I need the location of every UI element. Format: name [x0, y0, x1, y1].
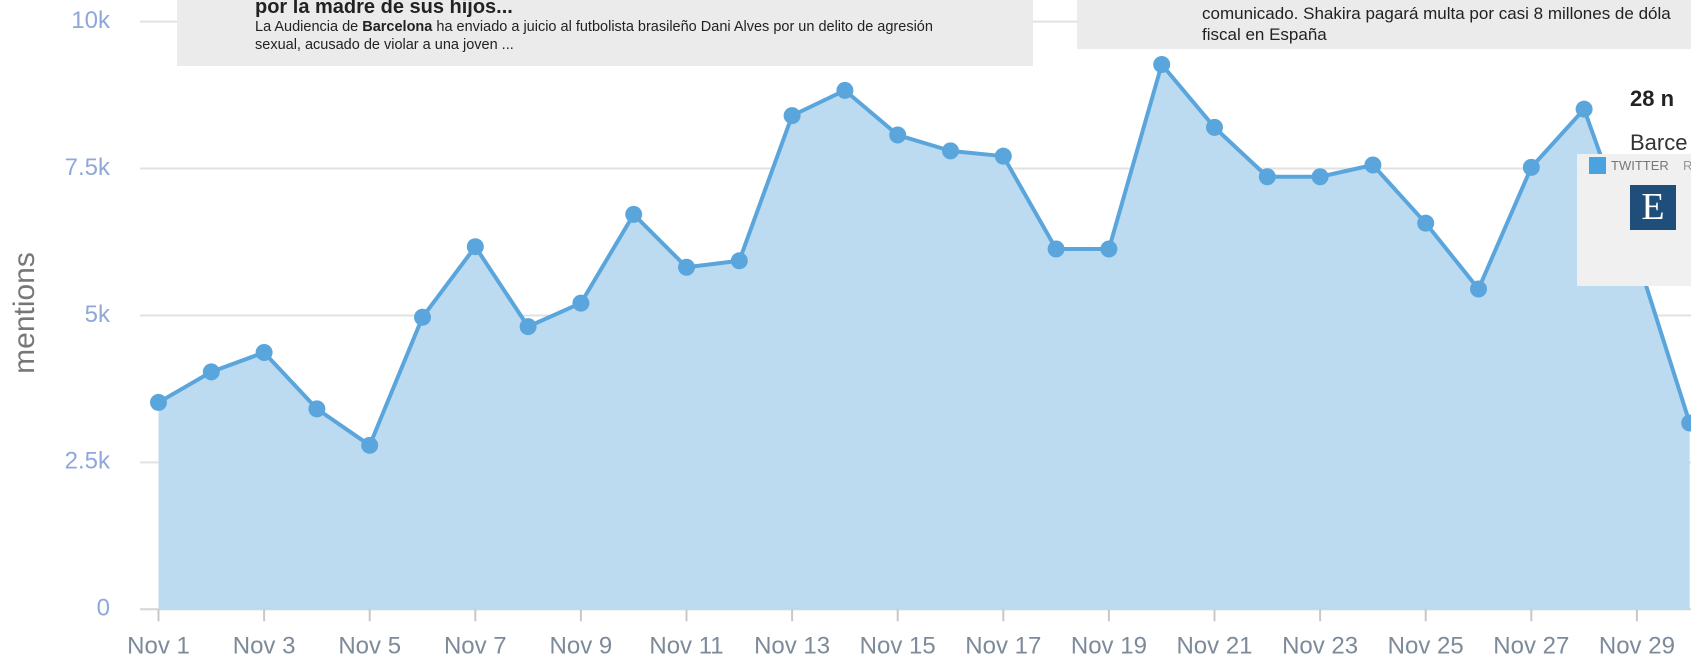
x-tick-label: Nov 17 [965, 632, 1041, 659]
point [255, 343, 273, 361]
tooltip-extra: R [1683, 158, 1691, 173]
x-tick-label: Nov 25 [1388, 632, 1464, 659]
x-tick-label: Nov 5 [338, 632, 401, 659]
point [730, 252, 748, 270]
point [1417, 214, 1435, 232]
point [361, 436, 379, 454]
x-tick-label: Nov 21 [1176, 632, 1252, 659]
point [1100, 240, 1118, 258]
y-tick-label: 5k [85, 301, 111, 328]
point [1047, 240, 1065, 258]
twitter-icon [1589, 157, 1606, 174]
point [625, 205, 643, 223]
y-axis-label: mentions [8, 252, 41, 374]
y-tick-label: 2.5k [65, 448, 111, 475]
point [414, 308, 431, 326]
point [572, 294, 590, 312]
point [1258, 168, 1276, 186]
card-text: comunicado. Shakira pagará multa por cas… [1202, 4, 1671, 23]
x-tick-label: Nov 1 [127, 632, 190, 659]
card-body: La Audiencia de Barcelona ha enviado a j… [255, 18, 955, 54]
x-tick-label: Nov 13 [754, 632, 830, 659]
card-text: La Audiencia de [255, 19, 363, 35]
point [308, 400, 326, 418]
area [158, 64, 1690, 610]
point [942, 142, 959, 160]
point [519, 318, 537, 336]
point [1206, 118, 1223, 136]
line [157, 62, 1691, 448]
tooltip-date: 28 n [1630, 86, 1675, 111]
y-tick-label: 10k [71, 7, 111, 34]
point [783, 107, 801, 125]
card-text: fiscal en España [1202, 25, 1327, 44]
point [1575, 100, 1593, 118]
point [836, 81, 854, 99]
y-tick-label: 7.5k [65, 154, 111, 181]
x-tick-label: Nov 15 [860, 632, 936, 659]
point [1311, 168, 1329, 186]
point [466, 238, 484, 256]
y-tick-label: 0 [97, 595, 110, 622]
point [889, 126, 907, 144]
x-tick-label: Nov 3 [233, 632, 296, 659]
point [994, 147, 1012, 165]
news-card[interactable]: comunicado. Shakira pagará multa por cas… [1077, 0, 1691, 49]
tooltip-source: TWITTER [1611, 158, 1669, 173]
tooltip-text: Barce [1630, 130, 1688, 155]
point [150, 393, 167, 411]
point [678, 258, 695, 276]
card-title: por la madre de sus hijos... [255, 0, 513, 18]
x-tick-label: Nov 23 [1282, 632, 1358, 659]
card-text: ha enviado a juicio al futbolista brasil… [255, 19, 933, 53]
point [1522, 158, 1540, 176]
point [202, 363, 220, 381]
card-keyword: Barcelona [362, 19, 433, 35]
x-tick-label: Nov 11 [649, 632, 723, 659]
point [1364, 156, 1382, 174]
point [1153, 56, 1171, 74]
x-tick-label: Nov 27 [1493, 632, 1569, 659]
news-card[interactable]: por la madre de sus hijos... La Audienci… [177, 0, 1033, 66]
point [1681, 414, 1691, 432]
x-tick-label: Nov 29 [1599, 632, 1675, 659]
point [1470, 280, 1487, 298]
x-tick-label: Nov 7 [444, 632, 507, 659]
source-logo: E [1630, 185, 1676, 230]
x-tick-label: Nov 9 [550, 632, 613, 659]
tooltip-box[interactable]: TWITTER R E [1577, 154, 1691, 286]
x-tick-label: Nov 19 [1071, 632, 1147, 659]
